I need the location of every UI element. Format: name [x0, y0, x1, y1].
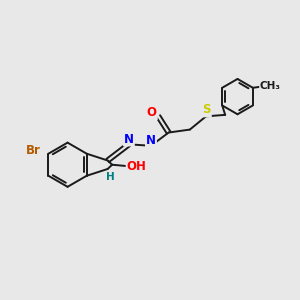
Text: S: S [202, 103, 211, 116]
Text: OH: OH [127, 160, 146, 173]
Text: O: O [147, 106, 157, 119]
Text: N: N [146, 134, 156, 147]
Text: Br: Br [26, 144, 40, 157]
Text: H: H [106, 172, 114, 182]
Text: N: N [124, 133, 134, 146]
Text: CH₃: CH₃ [260, 81, 281, 91]
